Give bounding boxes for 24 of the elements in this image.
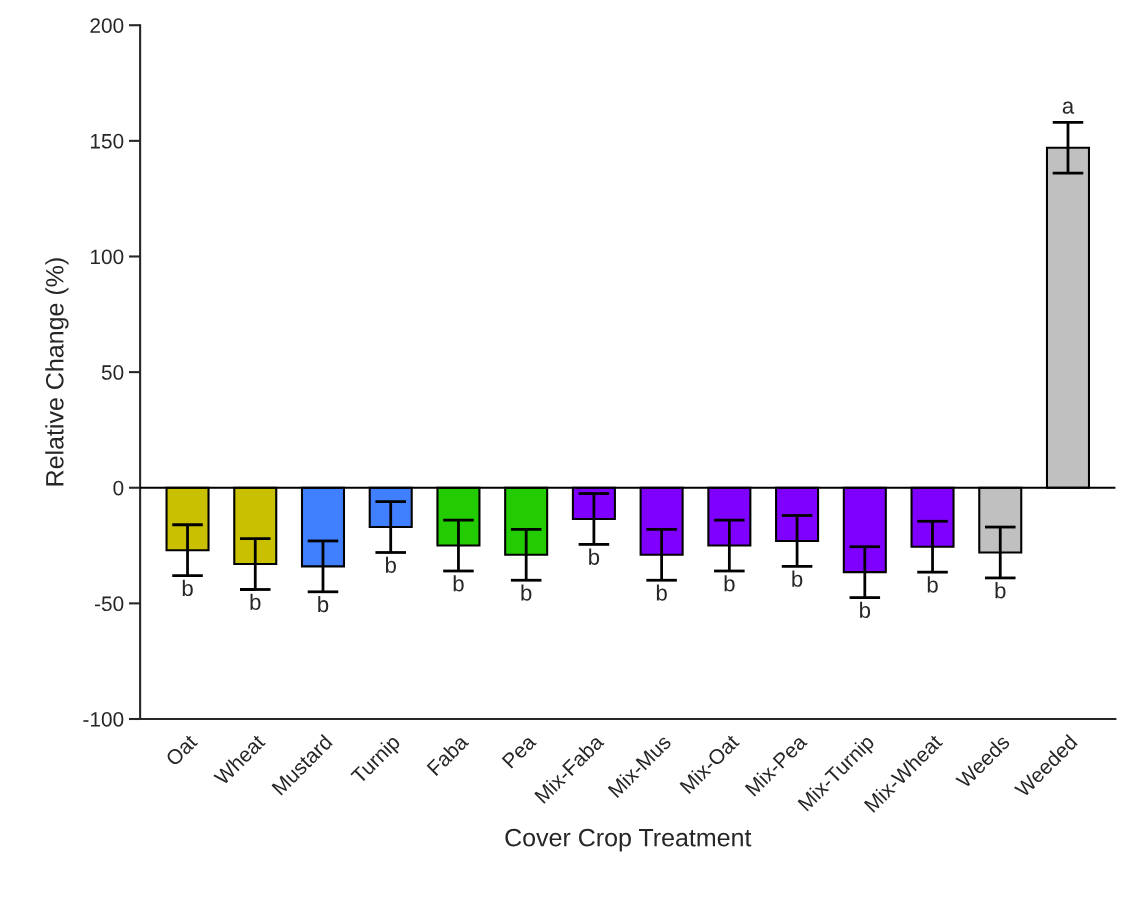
y-tick-label: 0 — [113, 480, 124, 496]
annotation: b — [589, 548, 600, 565]
y-axis-title: Relative Change (%) — [45, 258, 69, 486]
y-tick-label: -50 — [94, 596, 124, 612]
annotation: b — [724, 575, 735, 592]
annotation: b — [792, 570, 803, 587]
y-tick-label: 200 — [90, 18, 124, 33]
annotation: b — [860, 601, 871, 619]
annotation: b — [318, 595, 329, 613]
annotation: a — [1062, 101, 1075, 114]
y-tick-label: -100 — [83, 712, 124, 727]
x-axis-title: Cover Crop Treatment — [505, 828, 752, 852]
annotation: b — [385, 556, 396, 573]
annotation: b — [656, 584, 667, 601]
y-tick-label: 150 — [90, 133, 124, 149]
annotation: b — [995, 582, 1006, 599]
x-tick-label: Oat — [164, 733, 199, 767]
annotation: b — [182, 579, 193, 597]
annotation: b — [927, 576, 938, 593]
y-tick-label: 100 — [90, 249, 124, 265]
y-tick-label: 50 — [101, 365, 124, 380]
annotation: b — [250, 593, 261, 610]
annotation: b — [521, 584, 532, 601]
annotation: b — [453, 575, 464, 592]
